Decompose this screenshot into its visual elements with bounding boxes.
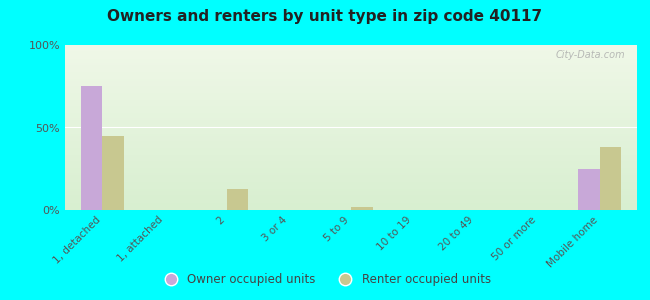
Text: Owners and renters by unit type in zip code 40117: Owners and renters by unit type in zip c…: [107, 9, 543, 24]
Bar: [227, 188, 248, 210]
Bar: [102, 136, 124, 210]
Bar: [81, 86, 102, 210]
Bar: [578, 169, 600, 210]
Legend: Owner occupied units, Renter occupied units: Owner occupied units, Renter occupied un…: [154, 269, 496, 291]
Bar: [600, 147, 621, 210]
Text: City-Data.com: City-Data.com: [556, 50, 625, 60]
Bar: [351, 207, 372, 210]
